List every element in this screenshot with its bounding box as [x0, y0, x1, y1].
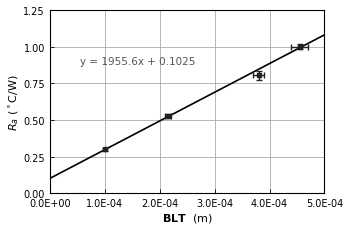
- Text: y = 1955.6x + 0.1025: y = 1955.6x + 0.1025: [80, 57, 195, 67]
- Y-axis label: $R_a$ ($^\circ$C/W): $R_a$ ($^\circ$C/W): [7, 74, 21, 131]
- X-axis label: $\mathbf{BLT}$  (m): $\mathbf{BLT}$ (m): [162, 211, 212, 224]
